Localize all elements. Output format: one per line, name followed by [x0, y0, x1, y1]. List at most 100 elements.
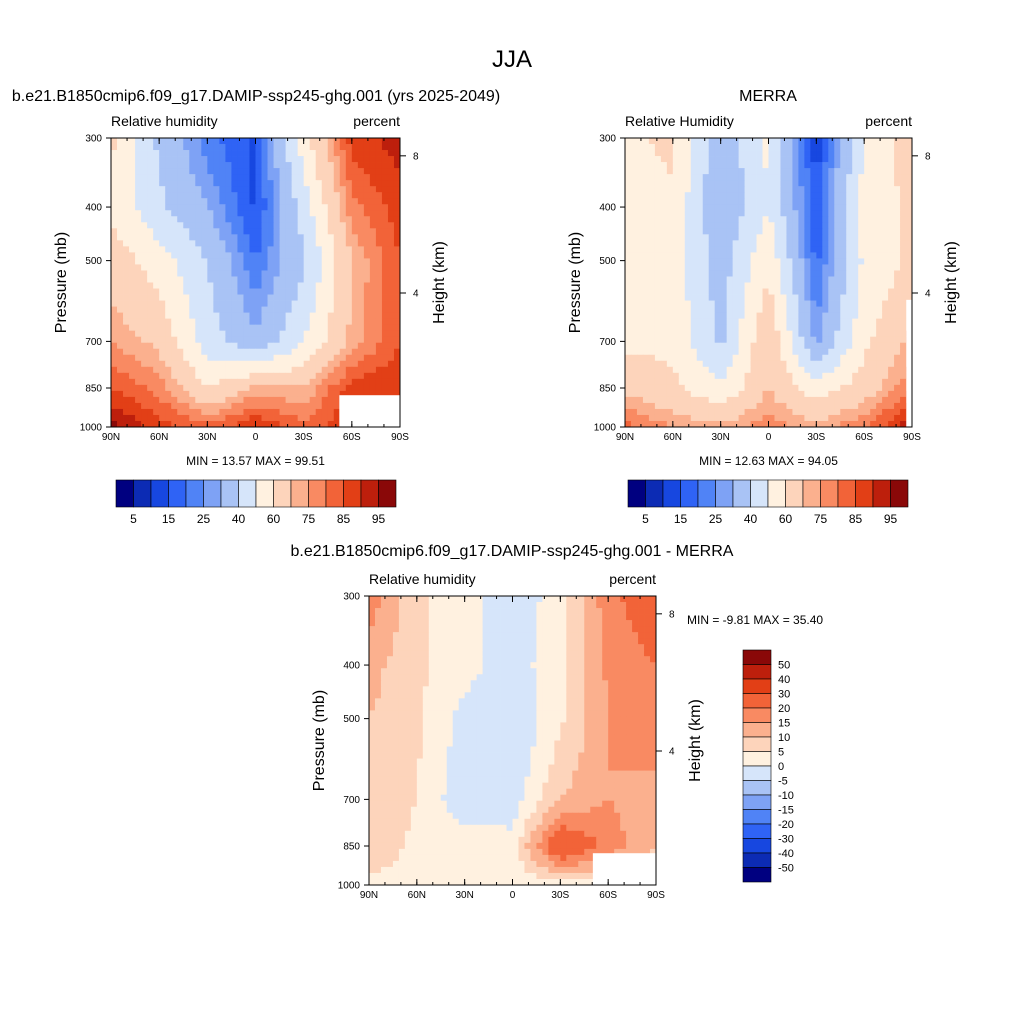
- heatmap-cell: [834, 228, 841, 235]
- heatmap-cell: [774, 378, 781, 386]
- heatmap-cell: [810, 276, 817, 283]
- heatmap-cell: [261, 348, 268, 356]
- heatmap-cell: [363, 378, 371, 386]
- heatmap-cell: [714, 324, 722, 332]
- heatmap-cell: [225, 144, 232, 151]
- heatmap-cell: [804, 240, 811, 247]
- heatmap-cell: [201, 354, 208, 362]
- heatmap-cell: [625, 156, 632, 163]
- panel-title: MERRA: [739, 88, 797, 105]
- heatmap-cell: [666, 144, 674, 151]
- heatmap-cell: [201, 234, 208, 241]
- heatmap-cell: [798, 312, 805, 320]
- heatmap-cell: [369, 156, 377, 163]
- heatmap-cell: [129, 222, 136, 229]
- heatmap-cell: [780, 222, 787, 229]
- heatmap-cell: [345, 138, 353, 145]
- heatmap-cell: [129, 318, 136, 326]
- heatmap-cell: [231, 360, 238, 368]
- heatmap-cell: [273, 216, 280, 223]
- heatmap-cell: [387, 258, 395, 265]
- heatmap-cell: [774, 150, 781, 157]
- heatmap-cell: [183, 234, 190, 241]
- heatmap-cell: [648, 414, 656, 422]
- heatmap-cell: [666, 366, 674, 374]
- heatmap-cell: [720, 288, 728, 295]
- heatmap-cell: [333, 198, 341, 205]
- heatmap-cell: [291, 396, 299, 404]
- heatmap-cell: [768, 210, 775, 217]
- heatmap-cell: [159, 216, 166, 223]
- heatmap-cell: [237, 186, 244, 193]
- heatmap-cell: [738, 366, 745, 374]
- heatmap-cell: [738, 264, 745, 271]
- heatmap-cell: [231, 204, 238, 211]
- heatmap-cell: [375, 204, 383, 211]
- heatmap-cell: [840, 372, 847, 380]
- heatmap-cell: [738, 246, 745, 253]
- heatmap-cell: [714, 168, 722, 175]
- heatmap-cell: [804, 264, 811, 271]
- heatmap-cell: [189, 282, 196, 289]
- heatmap-cell: [207, 204, 214, 211]
- heatmap-cell: [387, 204, 395, 211]
- heatmap-cell: [381, 204, 389, 211]
- heatmap-cell: [672, 354, 680, 362]
- heatmap-cell: [780, 408, 787, 416]
- heatmap-cell: [291, 372, 299, 380]
- heatmap-cell: [165, 180, 172, 187]
- heatmap-cell: [726, 336, 734, 344]
- heatmap-cell: [261, 138, 268, 145]
- heatmap-cell: [255, 294, 262, 301]
- heatmap-cell: [894, 408, 901, 416]
- heatmap-cell: [177, 306, 184, 313]
- heatmap-cell: [339, 240, 347, 247]
- heatmap-cell: [804, 180, 811, 187]
- heatmap-cell: [285, 234, 293, 241]
- heatmap-cell: [159, 372, 166, 380]
- heatmap-cell: [171, 390, 178, 398]
- heatmap-cell: [726, 366, 734, 374]
- heatmap-cell: [345, 174, 353, 181]
- heatmap-cell: [153, 300, 160, 307]
- heatmap-cell: [524, 602, 531, 609]
- heatmap-cell: [684, 348, 692, 356]
- heatmap-cell: [798, 288, 805, 295]
- heatmap-cell: [231, 312, 238, 320]
- heatmap-cell: [548, 608, 555, 615]
- heatmap-cell: [219, 378, 226, 386]
- heatmap-cell: [237, 204, 244, 211]
- heatmap-cell: [690, 408, 698, 416]
- heatmap-cell: [828, 300, 835, 307]
- heatmap-cell: [273, 198, 280, 205]
- heatmap-cell: [387, 294, 395, 301]
- heatmap-cell: [111, 228, 118, 235]
- heatmap-cell: [744, 144, 751, 151]
- heatmap-cell: [159, 318, 166, 326]
- heatmap-cell: [309, 366, 317, 374]
- heatmap-cell: [171, 192, 178, 199]
- heatmap-cell: [165, 264, 172, 271]
- heatmap-cell: [171, 204, 178, 211]
- heatmap-cell: [249, 360, 256, 368]
- heatmap-cell: [315, 186, 323, 193]
- heatmap-cell: [768, 270, 775, 277]
- heatmap-cell: [171, 342, 178, 350]
- heatmap-cell: [834, 186, 841, 193]
- heatmap-cell: [660, 300, 668, 307]
- heatmap-cell: [231, 192, 238, 199]
- heatmap-cell: [900, 156, 907, 163]
- heatmap-cell: [888, 408, 895, 416]
- heatmap-field: [369, 596, 657, 886]
- heatmap-cell: [177, 354, 184, 362]
- heatmap-cell: [285, 306, 293, 313]
- heatmap-cell: [339, 312, 347, 320]
- heatmap-cell: [648, 264, 656, 271]
- heatmap-cell: [369, 360, 377, 368]
- heatmap-cell: [630, 144, 638, 151]
- heatmap-cell: [357, 192, 365, 199]
- heatmap-cell: [804, 270, 811, 277]
- heatmap-cell: [303, 198, 311, 205]
- heatmap-cell: [642, 300, 650, 307]
- heatmap-cell: [876, 312, 883, 320]
